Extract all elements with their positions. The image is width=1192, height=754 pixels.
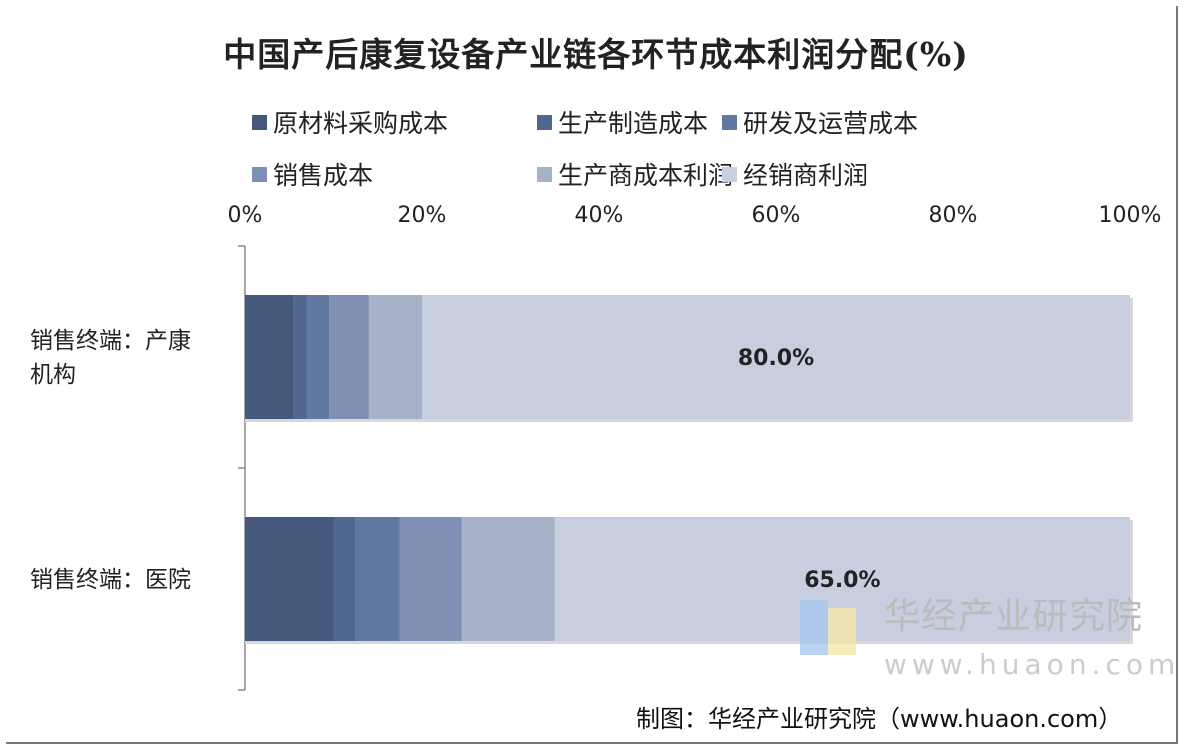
legend-label: 原材料采购成本 xyxy=(273,109,449,138)
watermark-logo xyxy=(800,600,860,655)
bar-segment xyxy=(461,517,555,641)
legend-swatch xyxy=(252,166,267,182)
legend-swatch xyxy=(537,114,552,130)
legend-label: 生产商成本利润 xyxy=(558,161,734,190)
bar-segment xyxy=(306,295,330,419)
chart-title: 中国产后康复设备产业链各环节成本利润分配(%) xyxy=(223,35,969,74)
data-label: 65.0% xyxy=(804,568,880,593)
bar-segment xyxy=(368,295,422,419)
category-label: 销售终端：医院 xyxy=(30,567,191,593)
category-label: 销售终端：产康机构 xyxy=(30,328,191,388)
bar-segment xyxy=(245,295,294,419)
x-tick-label: 40% xyxy=(575,203,624,228)
bar-segment xyxy=(329,295,369,419)
bar-segment xyxy=(245,517,334,641)
legend-item: 经销商利润 xyxy=(722,156,868,192)
legend-swatch xyxy=(722,114,737,130)
legend-item: 销售成本 xyxy=(252,156,373,192)
legend-item: 研发及运营成本 xyxy=(722,104,918,140)
legend-item: 生产制造成本 xyxy=(537,104,708,140)
watermark-url: www.huaon.com xyxy=(884,648,1181,681)
bar-segment xyxy=(422,295,1130,419)
legend-label: 生产制造成本 xyxy=(558,109,709,138)
data-label: 80.0% xyxy=(738,346,814,371)
x-tick-label: 0% xyxy=(228,203,263,228)
legend-label: 经销商利润 xyxy=(743,161,869,190)
legend-item: 生产商成本利润 xyxy=(537,156,733,192)
bar-segment xyxy=(333,517,356,641)
source-note: 制图：华经产业研究院（www.huaon.com） xyxy=(636,705,1123,733)
x-tick-label: 20% xyxy=(398,203,447,228)
legend-label: 研发及运营成本 xyxy=(743,109,919,138)
x-tick-label: 80% xyxy=(929,203,978,228)
legend-swatch xyxy=(537,166,552,182)
bar-segment xyxy=(355,517,400,641)
chart-frame xyxy=(6,6,1178,744)
x-tick-label: 100% xyxy=(1099,203,1162,228)
watermark-text: 华经产业研究院 xyxy=(884,596,1144,637)
x-tick-label: 60% xyxy=(752,203,801,228)
bar-segment xyxy=(293,295,307,419)
legend-label: 销售成本 xyxy=(273,161,374,190)
legend-swatch xyxy=(722,166,737,182)
bar-segment xyxy=(399,517,462,641)
legend-item: 原材料采购成本 xyxy=(252,104,448,140)
legend-swatch xyxy=(252,114,267,130)
